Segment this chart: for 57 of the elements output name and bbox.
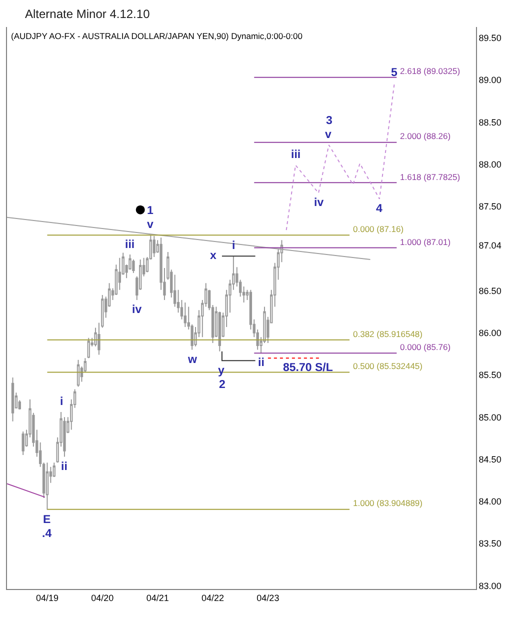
text: (AUDJPY AO-FX - AUSTRALIA DOLLAR/JAPAN YEN,90) Dynamic,0:00-0:00 — [11, 31, 303, 41]
y-tick-label: 83.00 — [478, 580, 502, 591]
y-tick-label: 85.50 — [478, 370, 502, 380]
x-tick-label: 04/21 — [146, 592, 169, 603]
candlestick — [87, 337, 90, 359]
annotation: v — [325, 129, 332, 141]
y-tick-label: 84.00 — [478, 496, 502, 507]
y-tick-label: 88.00 — [478, 159, 502, 170]
series-label: 1.618 (87.7825) — [400, 172, 460, 182]
y-tick-label: 85.00 — [478, 412, 502, 422]
annotation: w — [187, 354, 197, 366]
y-tick-label: 89.50 — [478, 33, 502, 44]
series-label: 2.618 (89.0325) — [400, 66, 460, 76]
annotation: iv — [314, 197, 324, 209]
series-label: 0.382 (85.916548) — [353, 329, 423, 339]
annotation: 1 — [147, 205, 154, 217]
candlestick — [184, 302, 187, 328]
annotation: iii — [291, 149, 301, 161]
annotation: 5 — [391, 67, 398, 79]
y-tick-label: 84.50 — [478, 454, 502, 464]
series-label: 1.000 (87.01) — [400, 237, 451, 247]
series-label: 0.000 (85.76) — [400, 342, 451, 352]
x-tick-label: 04/20 — [91, 592, 114, 603]
candlestick — [76, 359, 80, 388]
y-tick-label: 87.04 — [478, 240, 502, 250]
annotation: v — [147, 219, 154, 231]
y-tick-label: 87.50 — [478, 202, 502, 212]
annotation: 4 — [376, 203, 383, 215]
x-tick-label: 04/23 — [256, 592, 280, 603]
y-tick-label: 86.50 — [478, 286, 502, 296]
annotation: iv — [132, 304, 142, 316]
x-tick-label: 04/19 — [36, 592, 58, 603]
series-label: 2.000 (88.26) — [400, 131, 451, 141]
series-label: 0.500 (85.532445) — [353, 361, 423, 371]
annotation: iii — [125, 239, 135, 251]
y-tick-label: 83.50 — [478, 538, 502, 549]
annotation: E — [43, 514, 51, 526]
annotation: i — [60, 396, 64, 408]
candlestick — [22, 430, 24, 456]
y-tick-label: 86.00 — [478, 328, 502, 338]
candlestick — [11, 377, 14, 422]
annotation: i — [232, 240, 236, 252]
annotation: .4 — [42, 528, 52, 540]
annotation: 2 — [219, 379, 226, 391]
candlestick — [152, 235, 156, 258]
y-tick-label: 89.00 — [478, 75, 502, 86]
chart-title: Alternate Minor 4.12.10 — [25, 7, 150, 22]
series-label: 0.000 (87.16) — [353, 224, 404, 234]
annotation: ii — [258, 357, 264, 369]
annotation: 85.70 S/L — [283, 362, 333, 374]
series-label: 1.000 (83.904889) — [353, 498, 423, 508]
candlestick — [46, 462, 49, 510]
annotation: 3 — [326, 115, 332, 127]
y-tick-label: 88.50 — [478, 117, 502, 128]
x-tick-label: 04/22 — [201, 592, 224, 603]
annotation: ii — [61, 461, 68, 473]
annotation: x — [210, 250, 217, 262]
